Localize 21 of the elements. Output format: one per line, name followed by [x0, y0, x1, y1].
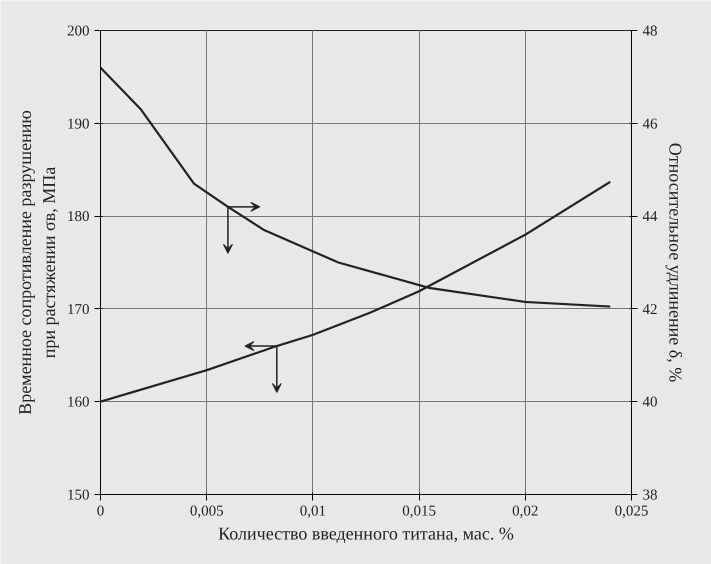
y2-tick-label: 42 [642, 302, 658, 318]
y-tick-label: 200 [67, 24, 90, 40]
y2-tick-label: 46 [642, 116, 658, 132]
y-tick-label: 180 [67, 209, 90, 226]
y-axis-title: Временное сопротивление разрушению при растяжении σв, МПа [15, 110, 59, 415]
y2-tick-label: 40 [642, 394, 658, 411]
y2-tick-label: 38 [642, 488, 658, 504]
y2-tick-label: 44 [642, 209, 658, 226]
x-tick-label: 0,025 [614, 504, 648, 520]
y-tick-label: 190 [67, 116, 90, 132]
y-tick-label: 170 [67, 302, 90, 318]
y-tick-label: 160 [67, 394, 90, 411]
x-tick-label: 0,02 [512, 504, 538, 520]
x-tick-label: 0 [96, 504, 104, 520]
y2-tick-label: 48 [642, 24, 658, 40]
y-tick-label: 150 [67, 488, 90, 504]
x-tick-label: 0,015 [402, 504, 436, 520]
x-axis-title: Количество введенного титана, мас. % [218, 524, 514, 544]
x-tick-label: 0,01 [300, 504, 326, 520]
x-tick-label: 0,005 [190, 504, 224, 520]
y2-axis-title: Относительное удлинение δ, % [666, 142, 686, 382]
